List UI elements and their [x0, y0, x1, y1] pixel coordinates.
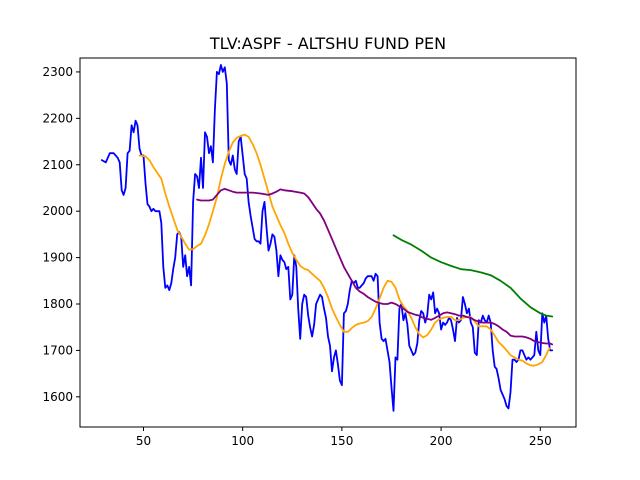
y-tick-label: 1600	[42, 390, 73, 404]
x-tick-label: 150	[330, 434, 353, 448]
y-tick-label: 1900	[42, 251, 73, 265]
x-tick-label: 100	[231, 434, 254, 448]
chart-title: TLV:ASPF - ALTSHU FUND PEN	[209, 34, 446, 53]
y-tick-label: 1700	[42, 343, 73, 357]
plot-frame	[79, 57, 577, 428]
y-tick-label: 2000	[42, 204, 73, 218]
series-layer	[100, 64, 554, 412]
series-line-3	[196, 188, 554, 346]
series-line-2	[138, 133, 552, 367]
y-axis: 1600 1700 1800 1900 2000 2100 2200 2300	[42, 65, 80, 404]
x-tick-label: 200	[430, 434, 453, 448]
x-tick-label: 50	[136, 434, 151, 448]
y-tick-label: 1800	[42, 297, 73, 311]
y-tick-label: 2300	[42, 65, 73, 79]
y-tick-label: 2200	[42, 111, 73, 125]
series-line-1	[100, 64, 554, 412]
series-line-4	[392, 234, 554, 318]
x-axis: 50 100 150 200 250	[136, 427, 552, 448]
x-tick-label: 250	[529, 434, 552, 448]
y-tick-label: 2100	[42, 158, 73, 172]
